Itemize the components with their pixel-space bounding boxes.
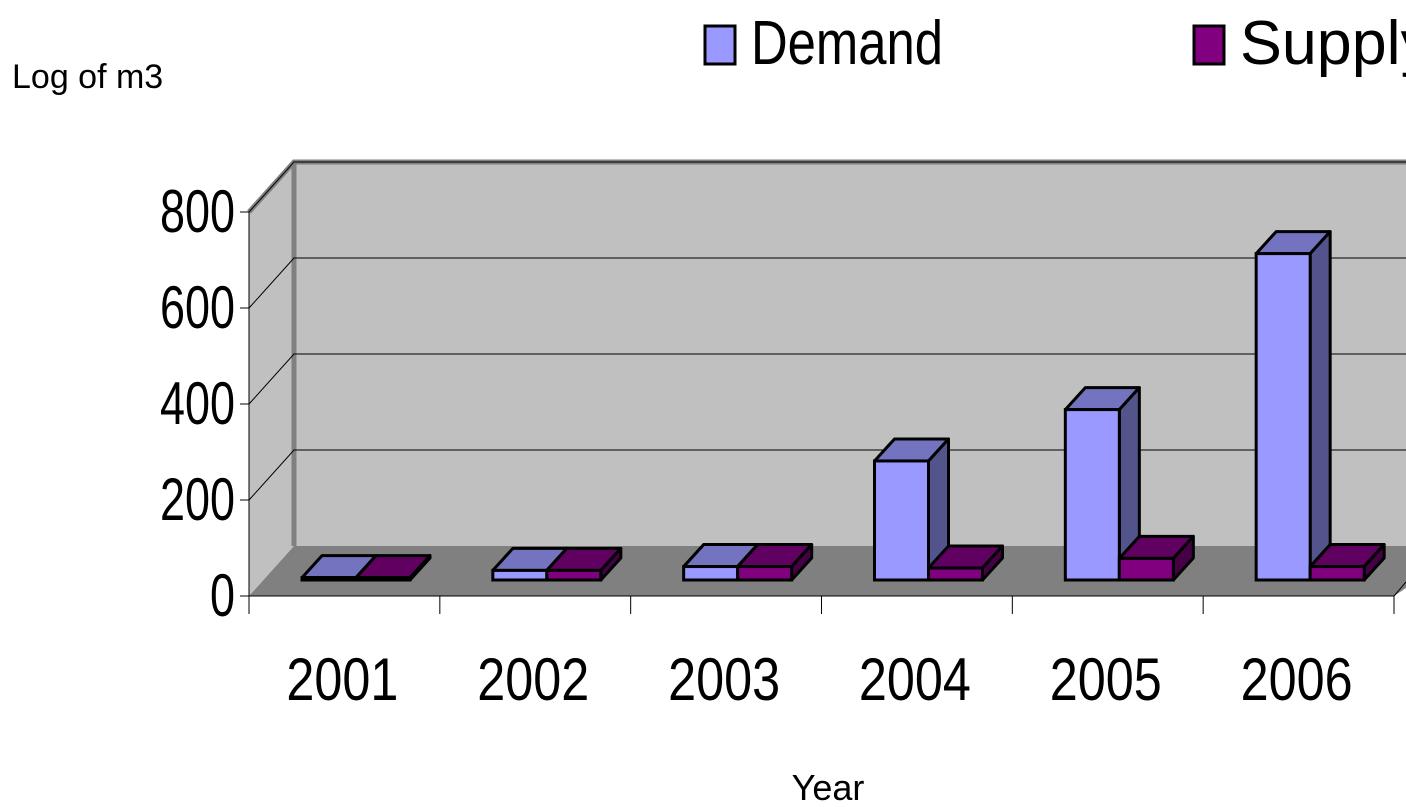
bar-front bbox=[545, 568, 603, 582]
y-tick-label: 600 bbox=[160, 274, 235, 341]
bar-supply-2006 bbox=[1308, 543, 1386, 582]
y-tick-label: 200 bbox=[160, 466, 235, 533]
gridline bbox=[248, 161, 1406, 213]
gridline bbox=[248, 257, 1406, 309]
wall-fill bbox=[249, 162, 1406, 596]
legend-label: Demand bbox=[751, 9, 943, 78]
chart-floor bbox=[249, 546, 1406, 596]
x-axis-depth-line bbox=[1393, 581, 1406, 597]
x-axis-title: Year bbox=[792, 767, 865, 807]
x-tick-label: 2002 bbox=[477, 646, 589, 713]
bar-demand-2004 bbox=[873, 437, 950, 582]
y-tick-label: 400 bbox=[160, 370, 235, 437]
gridlines bbox=[248, 161, 1406, 501]
gridline bbox=[248, 353, 1406, 405]
chart-back-wall bbox=[247, 159, 1406, 596]
bar-front bbox=[1308, 565, 1366, 582]
bar-supply-2004 bbox=[927, 544, 1004, 582]
x-tick-label: 2004 bbox=[859, 646, 971, 713]
bar-front bbox=[873, 459, 930, 582]
y-axis-title: Log of m3 bbox=[12, 58, 163, 96]
y-tick-label: 800 bbox=[160, 178, 235, 245]
bar-supply-2002 bbox=[545, 546, 623, 582]
bar-demand-2006 bbox=[1254, 230, 1332, 582]
legend-item-demand: Demand bbox=[703, 9, 943, 78]
bar-supply-2003 bbox=[736, 543, 814, 582]
x-tick-label: 2001 bbox=[286, 646, 398, 713]
bar-side bbox=[1308, 230, 1332, 582]
legend-item-supply: Supply bbox=[1192, 9, 1406, 78]
x-tick-label: 2003 bbox=[668, 646, 780, 713]
bar-supply-2001 bbox=[354, 554, 432, 582]
y-axis: 0 200 400 600 800 bbox=[160, 178, 250, 629]
bars bbox=[300, 230, 1386, 582]
x-tick-label: 2006 bbox=[1241, 646, 1353, 713]
bar-demand-2005 bbox=[1063, 386, 1141, 582]
bar-front bbox=[682, 565, 740, 582]
bar-front bbox=[927, 566, 984, 582]
y-tick-label: 0 bbox=[210, 562, 235, 629]
bar-front bbox=[736, 565, 794, 582]
bar-front bbox=[1117, 556, 1175, 582]
bar-supply-2005 bbox=[1117, 534, 1195, 582]
bar-front bbox=[354, 576, 412, 582]
legend: Demand Supply bbox=[703, 9, 1406, 78]
legend-swatch bbox=[703, 24, 737, 66]
gridline bbox=[248, 449, 1406, 501]
floor-fill bbox=[249, 546, 1406, 596]
legend-swatch bbox=[1192, 24, 1226, 66]
bar-front bbox=[491, 568, 549, 582]
bar-front bbox=[300, 576, 358, 582]
x-tick-label: 2005 bbox=[1050, 646, 1162, 713]
bar-front bbox=[1254, 252, 1312, 582]
legend-label: Supply bbox=[1240, 9, 1406, 78]
x-axis: 2001 2002 2003 2004 2005 2006 bbox=[248, 581, 1406, 713]
bar-front bbox=[1063, 408, 1121, 582]
